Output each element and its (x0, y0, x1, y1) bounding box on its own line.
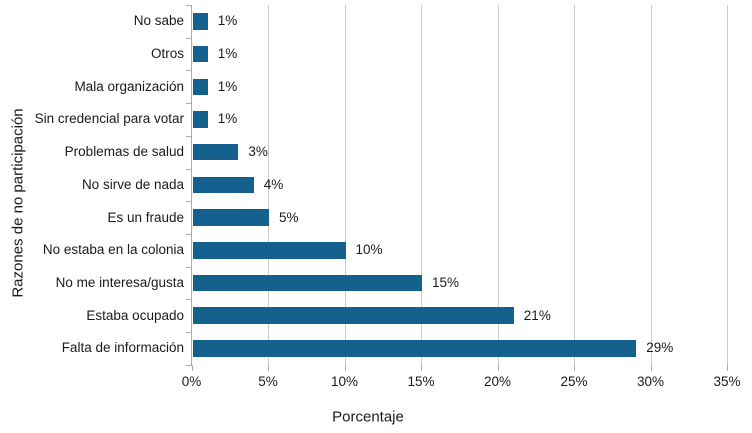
bar (192, 307, 514, 324)
category-label: No sirve de nada (81, 176, 184, 192)
bar (192, 274, 422, 292)
x-axis-tick-label: 15% (407, 374, 435, 389)
y-axis-tick (185, 299, 192, 301)
category-label: No sabe (133, 13, 184, 29)
x-axis-title: Porcentaje (332, 408, 404, 426)
bar (192, 111, 208, 128)
category-label: No estaba en la colonia (42, 242, 184, 258)
y-axis-line (190, 5, 193, 366)
category-label: Es un fraude (107, 209, 184, 225)
x-axis-tick (574, 364, 575, 371)
value-label: 3% (248, 144, 268, 160)
x-axis-tick-label: 10% (330, 374, 359, 389)
x-axis-tick-label: 5% (258, 374, 278, 389)
y-axis-tick (185, 233, 192, 235)
x-axis-tick (344, 364, 346, 371)
x-axis-tick-label: 0% (181, 374, 202, 389)
x-axis-tick-label: 35% (713, 374, 741, 389)
value-label: 15% (432, 274, 460, 290)
bar (192, 242, 346, 259)
bar (192, 13, 208, 30)
gridline (344, 5, 346, 365)
value-label: 1% (217, 13, 238, 29)
bar (192, 209, 269, 226)
category-label: Estaba ocupado (86, 307, 184, 323)
x-axis-tick (421, 364, 422, 371)
x-axis-tick (191, 364, 193, 371)
category-label: Sin credencial para votar (34, 111, 184, 127)
category-label: Otros (150, 46, 184, 62)
x-axis-tick-label: 30% (636, 374, 665, 389)
category-label: No me interesa/gusta (55, 274, 184, 290)
x-axis-tick (268, 364, 269, 371)
x-axis-tick (650, 364, 652, 371)
y-axis-tick (185, 103, 192, 105)
y-axis-tick (185, 266, 192, 268)
value-label: 10% (355, 242, 383, 258)
x-axis-tick (727, 364, 728, 371)
x-axis-tick-label: 20% (483, 374, 512, 389)
gridline (497, 5, 499, 365)
y-axis-tick (185, 364, 192, 366)
y-axis-tick (185, 135, 192, 137)
y-axis-title: Razones de no participación (9, 108, 27, 298)
x-axis-tick (497, 364, 499, 371)
y-axis-tick (185, 332, 192, 333)
y-axis-tick (185, 201, 192, 203)
y-axis-tick (185, 37, 192, 39)
y-axis-tick (185, 70, 192, 72)
category-label: Problemas de salud (64, 144, 184, 160)
gridline (650, 5, 652, 365)
gridline (421, 5, 422, 365)
value-label: 1% (217, 78, 238, 94)
value-label: 29% (646, 340, 674, 356)
value-label: 21% (523, 307, 551, 323)
bar (192, 176, 254, 194)
gridline (574, 5, 575, 365)
gridline (268, 5, 269, 365)
category-label: Falta de información (61, 340, 184, 356)
value-label: 1% (217, 46, 238, 62)
value-label: 5% (279, 209, 299, 225)
gridline (727, 5, 728, 365)
value-label: 4% (263, 176, 284, 192)
value-label: 1% (217, 111, 238, 127)
bar (192, 45, 208, 63)
category-label: Mala organización (74, 78, 184, 94)
bar (192, 78, 208, 95)
x-axis-tick-label: 25% (560, 374, 588, 389)
bar (192, 340, 637, 357)
y-axis-tick (185, 168, 192, 170)
y-axis-tick (185, 5, 192, 6)
bar (192, 143, 239, 161)
